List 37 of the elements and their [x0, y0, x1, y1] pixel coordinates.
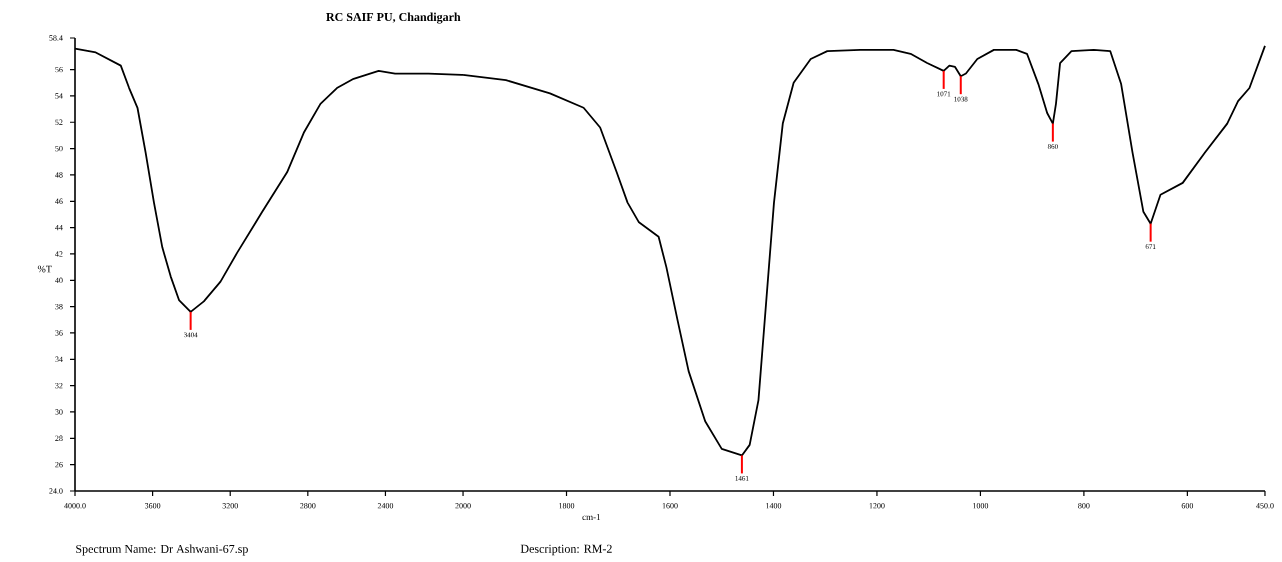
y-tick-label: 58.4 — [49, 35, 63, 41]
x-tick-label: 1400 — [766, 503, 782, 509]
y-tick-label: 54 — [55, 93, 63, 99]
chart-title: RC SAIF PU, Chandigarh — [326, 12, 461, 24]
y-axis-title: %T — [37, 265, 52, 273]
x-tick-label: 1800 — [559, 503, 575, 509]
y-tick-label: 56 — [55, 66, 63, 73]
x-tick-label: 2000 — [455, 503, 471, 509]
x-tick-label: 1200 — [869, 503, 885, 509]
y-tick-label: 40 — [55, 277, 63, 283]
x-tick-label: 1600 — [662, 503, 678, 509]
y-tick-label: 32 — [55, 382, 63, 389]
y-tick-label: 48 — [55, 172, 63, 178]
x-tick-label: 600 — [1181, 503, 1194, 509]
y-tick-label: 46 — [55, 198, 63, 204]
y-tick-label: 50 — [55, 145, 63, 152]
x-tick-label: 800 — [1078, 503, 1090, 509]
x-tick-label: 4000.0 — [64, 503, 86, 509]
text: Description: RM-2 — [520, 544, 612, 556]
x-tick-label: 2400 — [377, 503, 394, 509]
x-tick-label: 3200 — [222, 503, 238, 509]
y-tick-label: 26 — [55, 461, 63, 468]
y-tick-label: 24.0 — [49, 488, 63, 494]
y-tick-label: 42 — [55, 251, 63, 257]
y-tick-label: 44 — [55, 224, 63, 231]
y-tick-label: 36 — [55, 330, 63, 336]
y-tick-label: 38 — [55, 303, 63, 310]
x-axis-title: cm-1 — [582, 514, 601, 521]
x-tick-label: 450.0 — [1256, 503, 1274, 509]
y-tick-label: 52 — [55, 119, 63, 125]
x-tick-label: 2800 — [300, 503, 316, 509]
text: Spectrum Name: Dr Ashwani-67.sp — [76, 544, 248, 556]
x-tick-label: 3600 — [144, 503, 161, 509]
x-tick-label: 1000 — [973, 503, 989, 509]
y-tick-label: 28 — [55, 435, 63, 441]
y-tick-label: 30 — [55, 409, 63, 415]
y-tick-label: 34 — [55, 356, 63, 362]
